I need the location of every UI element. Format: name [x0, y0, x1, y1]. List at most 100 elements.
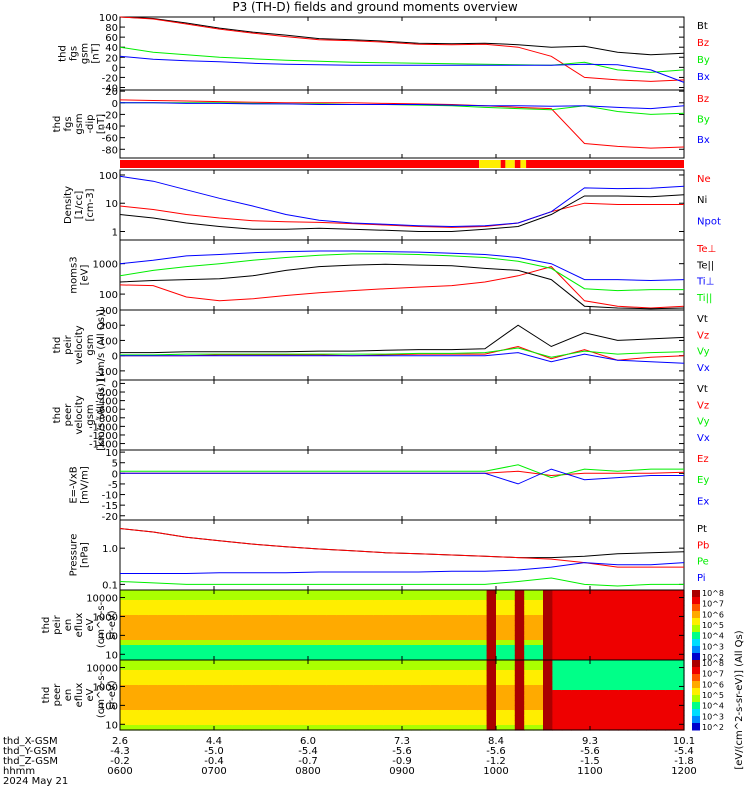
spectrogram-cell	[646, 660, 657, 666]
spectrogram-cell	[608, 725, 619, 731]
spectrogram-cell	[637, 715, 647, 721]
spectrogram-cell	[533, 660, 544, 666]
spectrogram-cell	[402, 710, 412, 716]
spectrogram-cell	[599, 590, 610, 596]
spectrogram-cell	[571, 610, 582, 616]
spectrogram-cell	[665, 705, 676, 711]
spectrogram-cell	[214, 645, 224, 651]
spectrogram-cell	[355, 725, 365, 731]
spectrogram-cell	[355, 695, 365, 701]
spectrogram-cell	[242, 600, 253, 606]
spectrogram-cell	[543, 605, 553, 611]
spectrogram-cell	[185, 660, 196, 666]
spectrogram-cell	[477, 725, 488, 731]
spectrogram-cell	[308, 670, 318, 676]
spectrogram-cell	[543, 725, 553, 731]
spectrogram-cell	[317, 645, 328, 651]
spectrogram-cell	[646, 705, 657, 711]
spectrogram-cell	[336, 695, 347, 701]
spectrogram-cell	[477, 700, 488, 706]
spectrogram-cell	[176, 650, 187, 656]
spectrogram-cell	[458, 710, 469, 716]
spectrogram-cell	[383, 605, 394, 611]
spectrogram-cell	[524, 635, 535, 641]
spectrogram-cell	[580, 710, 591, 716]
spectrogram-cell	[477, 695, 488, 701]
spectrogram-cell	[590, 710, 600, 716]
spectrogram-cell	[204, 710, 215, 716]
spectrogram-cell	[270, 660, 281, 666]
spectrogram-cell	[552, 720, 563, 726]
spectrogram-cell	[486, 595, 497, 601]
spectrogram-cell	[590, 600, 600, 606]
spectrogram-cell	[514, 675, 525, 681]
spectrogram-cell	[524, 660, 535, 666]
spectrogram-cell	[364, 725, 375, 731]
spectrogram-cell	[477, 635, 488, 641]
spectrogram-cell	[580, 595, 591, 601]
spectrogram-cell	[373, 620, 384, 626]
spectrogram-cell	[279, 670, 290, 676]
spectrogram-cell	[261, 700, 271, 706]
spectrogram-cell	[298, 620, 309, 626]
spectrogram-cell	[637, 655, 647, 661]
spectrogram-cell	[496, 640, 506, 646]
spectrogram-cell	[439, 640, 450, 646]
colorbar-step	[692, 632, 700, 640]
spectrogram-cell	[420, 720, 431, 726]
spectrogram-cell	[439, 625, 450, 631]
spectrogram-cell	[533, 665, 544, 671]
spectrogram-cell	[590, 625, 600, 631]
y-tick-label: -20	[102, 512, 118, 523]
spectrogram-cell	[505, 725, 516, 731]
spectrogram-cell	[571, 600, 582, 606]
x-row-value: -4.3	[110, 746, 130, 757]
spectrogram-cell	[439, 660, 450, 666]
spectrogram-cell	[439, 590, 450, 596]
spectrogram-cell	[411, 650, 422, 656]
spectrogram-cell	[232, 605, 243, 611]
spectrogram-cell	[449, 675, 459, 681]
spectrogram-cell	[552, 635, 563, 641]
spectrogram-cell	[345, 665, 356, 671]
spectrogram-cell	[242, 685, 253, 691]
spectrogram-cell	[148, 650, 159, 656]
spectrogram-cell	[355, 615, 365, 621]
spectrogram-cell	[561, 615, 572, 621]
x-row-label: thd_Y-GSM	[3, 746, 56, 757]
spectrogram-cell	[261, 630, 271, 636]
spectrogram-cell	[204, 690, 215, 696]
spectrogram-cell	[195, 685, 206, 691]
spectrogram-cell	[373, 690, 384, 696]
spectrogram-cell	[317, 690, 328, 696]
spectrogram-cell	[308, 635, 318, 641]
spectrogram-cell	[674, 610, 685, 616]
spectrogram-cell	[167, 725, 177, 731]
spectrogram-cell	[580, 625, 591, 631]
spectrogram-cell	[317, 615, 328, 621]
spectrogram-cell	[458, 625, 469, 631]
spectrogram-cell	[430, 605, 441, 611]
spectrogram-cell	[392, 635, 403, 641]
legend-label-Ni: Ni	[697, 195, 707, 206]
spectrogram-cell	[232, 625, 243, 631]
spectrogram-cell	[543, 700, 553, 706]
spectrogram-cell	[637, 625, 647, 631]
spectrogram-cell	[279, 640, 290, 646]
legend-label-Ex: Ex	[697, 496, 709, 507]
spectrogram-cell	[608, 655, 619, 661]
spectrogram-cell	[355, 650, 365, 656]
spectrogram-cell	[430, 620, 441, 626]
spectrogram-cell	[185, 630, 196, 636]
spectrogram-cell	[552, 665, 563, 671]
spectrogram-cell	[458, 700, 469, 706]
spectrogram-cell	[590, 635, 600, 641]
y-axis-label: sr-eV)	[107, 610, 118, 639]
spectrogram-cell	[505, 670, 516, 676]
spectrogram-cell	[571, 640, 582, 646]
spectrogram-cell	[251, 595, 262, 601]
spectrogram-cell	[590, 590, 600, 596]
y-axis-label: fgs	[63, 116, 74, 131]
spectrogram-cell	[120, 725, 130, 731]
spectrogram-cell	[627, 640, 638, 646]
